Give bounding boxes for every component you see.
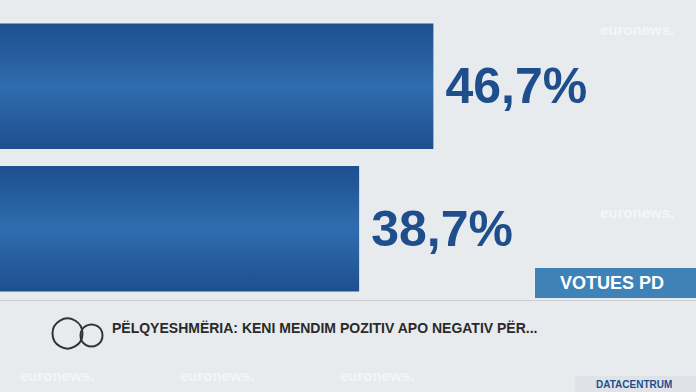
svg-text:38,7%: 38,7%	[371, 201, 513, 257]
svg-text:euronews.: euronews.	[20, 367, 94, 384]
svg-text:euronews.: euronews.	[340, 367, 414, 384]
svg-text:46,7%: 46,7%	[445, 58, 587, 114]
svg-text:euronews.: euronews.	[600, 21, 674, 38]
svg-text:PËLQYESHMËRIA: KENI MENDIM POZ: PËLQYESHMËRIA: KENI MENDIM POZITIV APO N…	[112, 320, 537, 336]
svg-text:DATACENTRUM: DATACENTRUM	[596, 379, 672, 390]
svg-text:VOTUES PD: VOTUES PD	[560, 273, 664, 293]
svg-text:euronews.: euronews.	[600, 204, 674, 221]
svg-text:euronews.: euronews.	[180, 367, 254, 384]
